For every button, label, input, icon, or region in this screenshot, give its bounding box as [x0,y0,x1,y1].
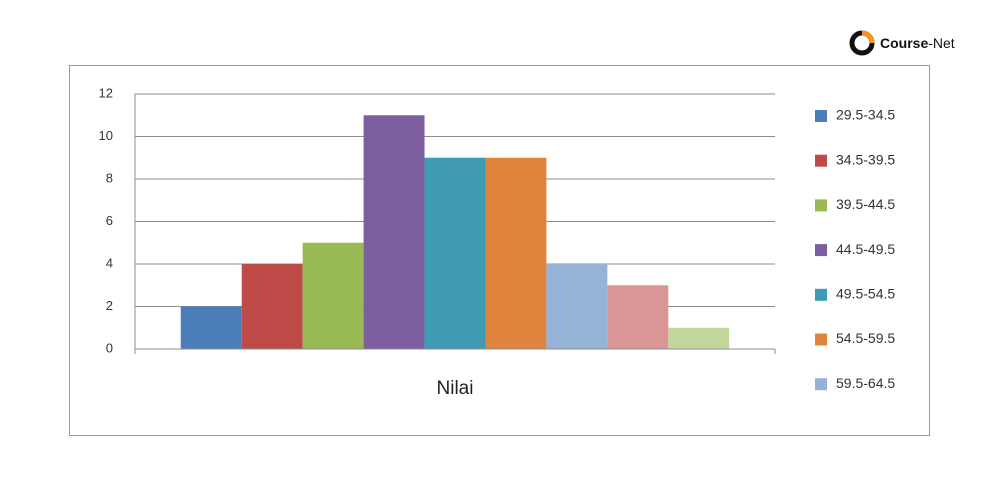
bar [485,157,547,349]
legend-swatch [815,333,827,346]
logo: Course-Net [849,30,955,56]
legend-swatch [815,378,827,391]
legend-swatch [815,154,827,167]
bar [180,306,242,349]
bar [302,242,364,349]
legend-swatch [815,244,827,257]
bar [424,157,486,349]
logo-brand: Course [880,35,928,51]
y-tick-label: 12 [99,85,113,100]
logo-text: Course-Net [880,35,955,51]
legend-label: 59.5-64.5 [836,375,895,391]
y-tick-label: 8 [106,170,113,185]
legend-label: 49.5-54.5 [836,286,895,302]
bar [546,264,608,349]
bar [241,264,303,349]
y-tick-label: 2 [106,298,113,313]
y-tick-label: 0 [106,340,113,355]
bar [607,285,669,349]
legend-swatch [815,288,827,301]
bar [363,115,425,349]
x-tick-label: Nilai [437,378,474,399]
legend-label: 44.5-49.5 [836,241,895,257]
y-tick-label: 6 [106,213,113,228]
legend-label: 39.5-44.5 [836,196,895,212]
y-tick-label: 4 [106,255,113,270]
bar [668,327,730,349]
legend-label: 34.5-39.5 [836,151,895,167]
logo-arc [861,30,875,44]
logo-suffix: -Net [928,35,955,51]
y-tick-label: 10 [99,128,113,143]
legend-label: 29.5-34.5 [836,107,895,123]
legend-label: 54.5-59.5 [836,330,895,346]
legend-swatch [815,199,827,212]
legend-swatch [815,110,827,122]
